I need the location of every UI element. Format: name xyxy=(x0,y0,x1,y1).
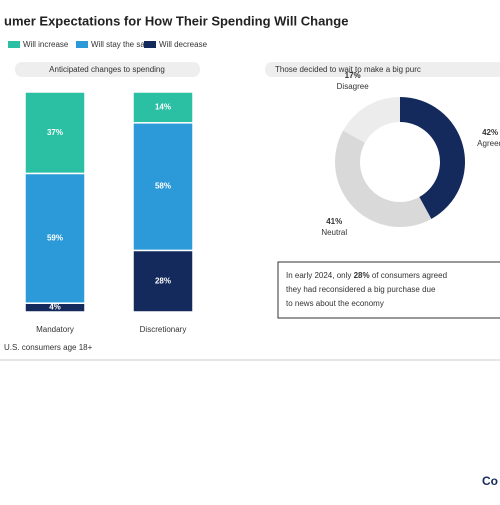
footnote: U.S. consumers age 18+ xyxy=(4,343,93,352)
data-label: 4% xyxy=(49,303,61,312)
data-label: 14% xyxy=(155,103,171,112)
bar-segment xyxy=(24,91,86,175)
bar-segment xyxy=(132,122,194,252)
x-tick-label: Discretionary xyxy=(140,325,187,334)
logo: Co xyxy=(482,474,498,488)
callout-text: In early 2024, only 28% of consumers agr… xyxy=(286,271,447,280)
donut-slice xyxy=(334,130,432,228)
x-tick-label: Mandatory xyxy=(36,325,74,334)
data-label: 37% xyxy=(47,128,63,137)
legend-swatch xyxy=(76,41,88,48)
panel-header xyxy=(265,62,500,77)
donut-slice xyxy=(400,97,466,219)
slice-label: Agreed xyxy=(477,139,500,148)
callout-text: to news about the economy xyxy=(286,299,384,308)
data-label: 28% xyxy=(155,276,171,285)
slice-label: Neutral xyxy=(321,228,347,237)
callout-text: they had reconsidered a big purchase due xyxy=(286,285,436,294)
legend-swatch xyxy=(144,41,156,48)
legend-swatch xyxy=(8,41,20,48)
legend-label: Will stay the same xyxy=(91,40,156,49)
bar-segment xyxy=(132,91,194,124)
slice-label: Disagree xyxy=(337,82,370,91)
donut-slice xyxy=(343,97,400,143)
legend-label: Will decrease xyxy=(159,40,208,49)
panel-header xyxy=(15,62,200,77)
data-label: 17% xyxy=(345,71,361,80)
data-label: 41% xyxy=(326,217,342,226)
panel-title: Those decided to wait to make a big purc xyxy=(275,65,421,74)
data-label: 58% xyxy=(155,182,171,191)
chart-title: umer Expectations for How Their Spending… xyxy=(4,13,348,28)
panel-title: Anticipated changes to spending xyxy=(49,65,165,74)
bar-segment xyxy=(24,172,86,304)
legend-label: Will increase xyxy=(23,40,69,49)
data-label: 42% xyxy=(482,128,498,137)
callout-box xyxy=(277,261,500,319)
data-label: 59% xyxy=(47,233,63,242)
